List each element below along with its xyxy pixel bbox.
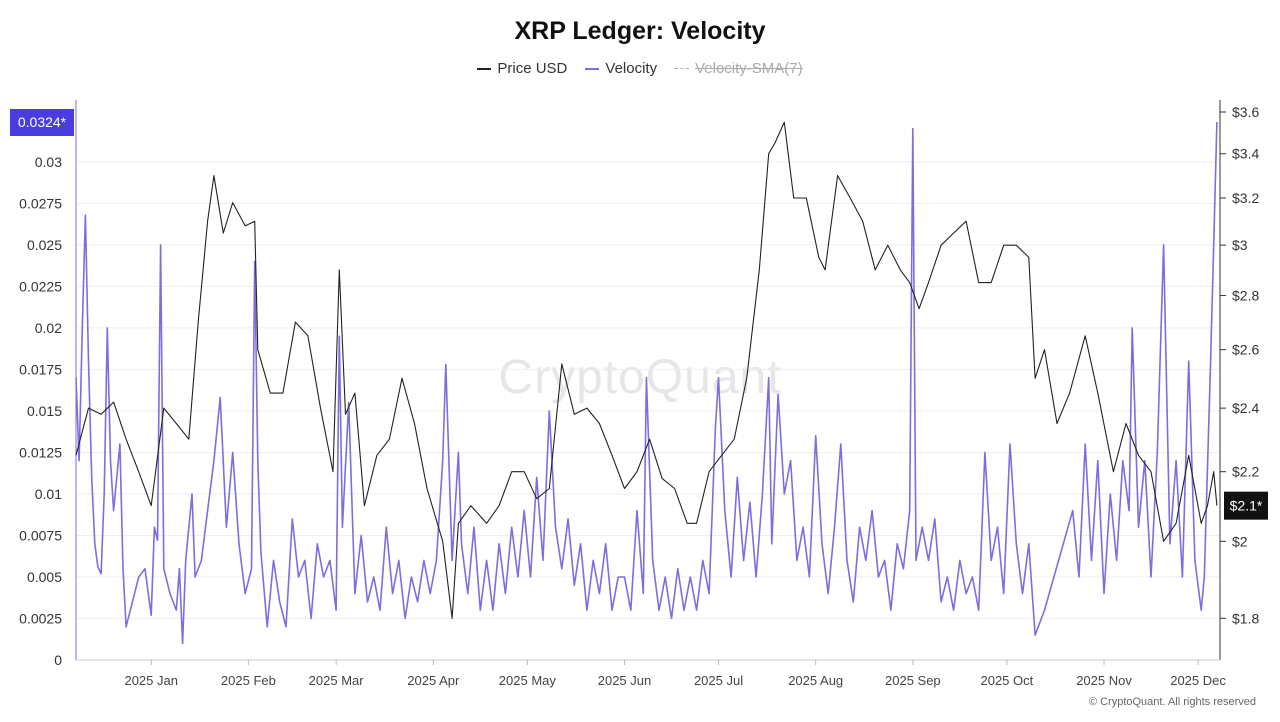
- legend-swatch-price: [477, 67, 492, 70]
- right-tick-label: $1.8: [1232, 610, 1259, 626]
- legend: Price USD Velocity Velocity-SMA(7): [0, 60, 1280, 77]
- left-tick-label: 0.01: [35, 486, 62, 502]
- axis-labels: 0 0.0025 0.005 0.0075 0.01 0.0125 0.015 0.0175 0…: [10, 104, 1268, 688]
- right-tick-label: $2: [1232, 533, 1248, 549]
- right-tick-label: $3.2: [1232, 190, 1259, 206]
- right-tick-label: $2.6: [1232, 342, 1259, 358]
- left-tick-label: 0.0125: [19, 444, 62, 460]
- x-tick-label: 2025 Jan: [124, 673, 178, 688]
- x-tick-label: 2025 Mar: [309, 673, 365, 688]
- x-tick-label: 2025 Feb: [221, 673, 276, 688]
- left-tick-label: 0.005: [27, 569, 62, 585]
- x-tick-label: 2025 Sep: [885, 673, 941, 688]
- x-tick-label: 2025 Jul: [694, 673, 743, 688]
- velocity-line: [75, 121, 1218, 645]
- left-tick-label: 0: [54, 652, 62, 668]
- x-tick-label: 2025 Oct: [980, 673, 1033, 688]
- legend-label-velocity-sma: Velocity-SMA(7): [695, 60, 803, 77]
- x-tick-label: 2025 Aug: [788, 673, 843, 688]
- left-current-label: 0.0324*: [18, 114, 67, 130]
- legend-item-price[interactable]: Price USD: [477, 60, 567, 77]
- legend-label-price: Price USD: [497, 60, 568, 77]
- price-line: [75, 121, 1218, 619]
- x-tick-label: 2025 Nov: [1076, 673, 1132, 688]
- chart-title: XRP Ledger: Velocity: [514, 17, 766, 45]
- left-tick-label: 0.02: [35, 320, 62, 336]
- left-tick-label: 0.025: [27, 237, 62, 253]
- x-tick-label: 2025 May: [499, 673, 557, 688]
- left-tick-label: 0.0075: [19, 527, 62, 543]
- right-tick-label: $3.6: [1232, 104, 1259, 120]
- left-tick-label: 0.0275: [19, 195, 62, 211]
- x-tick-label: 2025 Apr: [407, 673, 460, 688]
- left-tick-label: 0.03: [35, 154, 62, 170]
- left-tick-label: 0.0225: [19, 278, 62, 294]
- left-tick-label: 0.0175: [19, 361, 62, 377]
- right-tick-label: $2.2: [1232, 464, 1259, 480]
- legend-swatch-velocity-sma: [675, 68, 690, 69]
- right-tick-label: $3.4: [1232, 146, 1259, 162]
- x-tick-label: 2025 Dec: [1170, 673, 1226, 688]
- legend-swatch-velocity: [585, 67, 600, 70]
- copyright-text: © CryptoQuant. All rights reserved: [1088, 696, 1256, 708]
- legend-item-velocity[interactable]: Velocity: [585, 60, 657, 77]
- right-current-badge: [1224, 491, 1268, 520]
- legend-item-velocity-sma[interactable]: Velocity-SMA(7): [675, 60, 803, 77]
- left-tick-label: 0.0025: [19, 610, 62, 626]
- right-tick-label: $2.4: [1232, 400, 1259, 416]
- velocity-series: [75, 121, 1218, 645]
- x-tick-label: 2025 Jun: [598, 673, 652, 688]
- left-tick-label: 0.015: [27, 403, 62, 419]
- left-current-badge: [10, 109, 74, 136]
- price-series: [75, 121, 1218, 619]
- right-tick-label: $3: [1232, 237, 1248, 253]
- legend-label-velocity: Velocity: [605, 60, 658, 77]
- right-current-label: $2.1*: [1230, 498, 1263, 514]
- right-tick-label: $2.8: [1232, 288, 1259, 304]
